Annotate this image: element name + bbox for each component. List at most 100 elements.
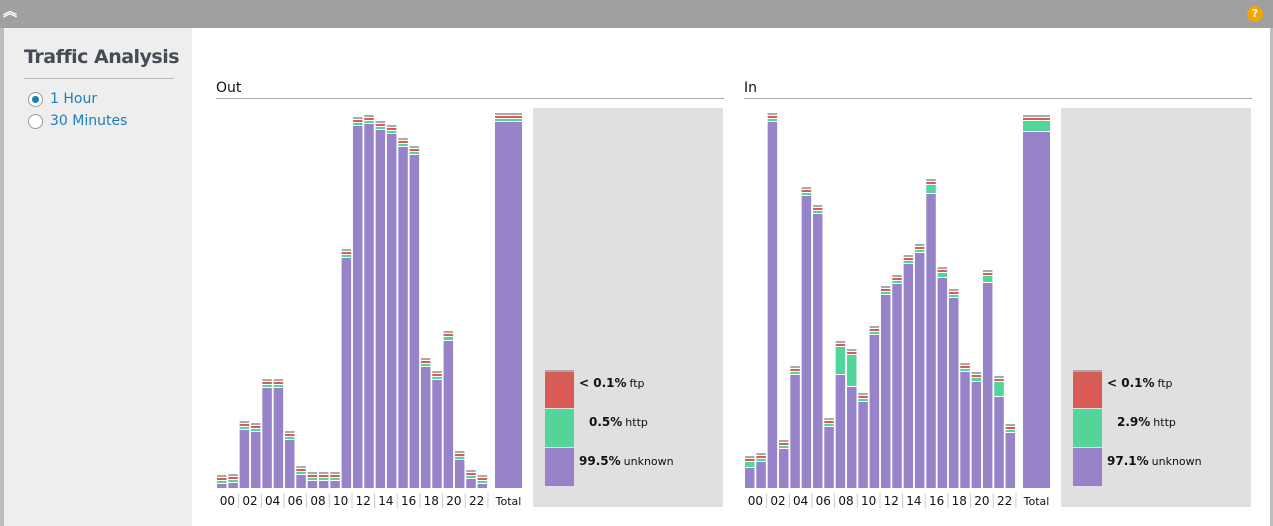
bar-cap-12 bbox=[880, 286, 891, 288]
bar-cap-19 bbox=[960, 363, 970, 365]
bar-http-03 bbox=[250, 429, 261, 431]
bar-unknown-18 bbox=[948, 298, 959, 488]
bar-http-21 bbox=[982, 276, 993, 282]
bar-http-02 bbox=[767, 119, 778, 121]
bar-cap-09 bbox=[846, 349, 857, 351]
bar-http-17 bbox=[937, 273, 948, 277]
bar-ftp-12 bbox=[880, 289, 891, 291]
legend-swatch-unknown bbox=[1073, 448, 1102, 486]
sidebar: Traffic Analysis 1 Hour 30 Minutes bbox=[0, 28, 192, 526]
bar-ftp-08 bbox=[835, 344, 846, 346]
legend-name: http bbox=[1153, 416, 1176, 429]
bar-cap-22 bbox=[466, 470, 476, 472]
bar-ftp-18 bbox=[948, 292, 959, 294]
bar-http-02 bbox=[239, 427, 250, 429]
bar-cap-23 bbox=[477, 475, 488, 477]
bar-unknown-14 bbox=[375, 130, 386, 488]
bar-ftp-13 bbox=[364, 118, 374, 120]
bar-ftp-07 bbox=[824, 421, 834, 423]
bar-http-22 bbox=[466, 476, 476, 478]
bar-http-19 bbox=[960, 369, 970, 371]
bar-http-18 bbox=[420, 364, 431, 366]
legend-name: ftp bbox=[629, 377, 645, 390]
legend-swatch-http bbox=[1073, 409, 1102, 447]
legend: < 0.1% ftp 2.9% http 97.1% unknown bbox=[1061, 108, 1251, 507]
bar-cap-04 bbox=[790, 366, 800, 368]
top-bar: ︽ ? bbox=[0, 0, 1273, 28]
question-circle-icon[interactable]: ? bbox=[1247, 6, 1263, 22]
bar-http-08 bbox=[835, 347, 846, 374]
x-tick-label-total: Total bbox=[495, 495, 522, 508]
bar-ftp-08 bbox=[307, 475, 318, 477]
x-tick-label-total: Total bbox=[1023, 495, 1050, 508]
bar-cap-total bbox=[1023, 115, 1050, 117]
x-tick-label: 02 bbox=[242, 494, 257, 508]
bar-cap-total bbox=[495, 113, 522, 115]
bar-cap-12 bbox=[352, 117, 363, 119]
bar-ftp-01 bbox=[756, 456, 766, 458]
bar-unknown-21 bbox=[454, 460, 465, 488]
x-tick-label: 10 bbox=[333, 494, 348, 508]
legend-name: ftp bbox=[1157, 377, 1173, 390]
bar-unknown-09 bbox=[318, 481, 329, 488]
radio-button[interactable] bbox=[28, 113, 43, 129]
bar-cap-06 bbox=[284, 431, 295, 433]
bar-http-10 bbox=[330, 478, 340, 480]
legend-pct: < 0.1% bbox=[1107, 376, 1155, 390]
radio-30-minutes[interactable]: 30 Minutes bbox=[28, 113, 127, 129]
bar-http-07 bbox=[296, 472, 306, 474]
bar-cap-03 bbox=[250, 423, 261, 425]
legend-pct: 0.5% bbox=[589, 415, 623, 429]
bar-http-03 bbox=[778, 446, 789, 448]
bar-http-23 bbox=[1005, 430, 1016, 432]
bar-cap-23 bbox=[1005, 424, 1016, 426]
legend-pct: 97.1% bbox=[1107, 454, 1149, 468]
bar-cap-00 bbox=[217, 475, 227, 477]
bar-ftp-23 bbox=[1005, 427, 1016, 429]
legend-swatch-ftp bbox=[1073, 370, 1102, 408]
legend-pct: < 0.1% bbox=[579, 376, 627, 390]
bar-http-12 bbox=[352, 123, 363, 125]
bar-ftp-04 bbox=[262, 382, 272, 384]
legend-entry-ftp: < 0.1% ftp bbox=[1107, 376, 1173, 390]
bar-unknown-23 bbox=[1005, 433, 1016, 488]
bar-cap-20 bbox=[971, 372, 982, 374]
bar-cap-08 bbox=[307, 472, 318, 474]
bar-ftp-09 bbox=[846, 352, 857, 354]
x-tick-label: 20 bbox=[446, 494, 461, 508]
bar-unknown-07 bbox=[296, 475, 306, 488]
bar-unknown-02 bbox=[239, 430, 250, 488]
bar-cap-19 bbox=[432, 371, 442, 373]
radio-button[interactable] bbox=[28, 91, 43, 107]
x-tick-label: 04 bbox=[793, 494, 808, 508]
bar-unknown-04 bbox=[262, 388, 272, 488]
bar-cap-10 bbox=[858, 393, 868, 395]
bar-unknown-19 bbox=[432, 380, 442, 488]
bar-ftp-15 bbox=[386, 128, 397, 130]
bar-unknown-04 bbox=[790, 375, 800, 488]
bar-ftp-21 bbox=[454, 454, 465, 456]
bar-ftp-22 bbox=[994, 379, 1004, 381]
bar-ftp-06 bbox=[284, 434, 295, 436]
bar-http-04 bbox=[262, 385, 272, 387]
bar-cap-14 bbox=[903, 255, 914, 257]
divider bbox=[744, 98, 1252, 99]
x-tick-label: 12 bbox=[356, 494, 371, 508]
bar-ftp-22 bbox=[466, 473, 476, 475]
bar-cap-01 bbox=[756, 453, 766, 455]
bar-ftp-11 bbox=[869, 329, 880, 331]
bar-cap-02 bbox=[767, 113, 778, 115]
bar-ftp-20 bbox=[971, 375, 982, 377]
bar-unknown-12 bbox=[352, 126, 363, 488]
legend-name: unknown bbox=[1151, 455, 1202, 468]
bar-http-14 bbox=[375, 127, 386, 129]
bar-unknown-15 bbox=[386, 134, 397, 488]
legend-entry-unknown: 99.5% unknown bbox=[579, 454, 674, 468]
double-chevron-up-icon[interactable]: ︽ bbox=[3, 4, 17, 20]
bar-http-20 bbox=[443, 337, 454, 340]
bar-unknown-total bbox=[1023, 132, 1050, 488]
radio-1-hour[interactable]: 1 Hour bbox=[28, 91, 97, 107]
bar-unknown-23 bbox=[477, 484, 488, 488]
x-tick-label: 18 bbox=[424, 494, 439, 508]
x-tick-label: 00 bbox=[748, 494, 763, 508]
